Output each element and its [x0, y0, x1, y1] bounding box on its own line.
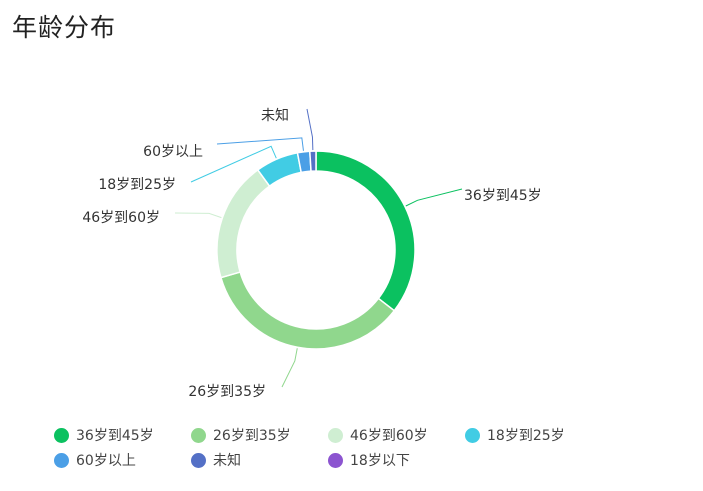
pie-slice-1[interactable]: [315, 150, 416, 312]
legend-dot-icon: [328, 452, 343, 468]
legend-label: 60岁以上: [76, 453, 136, 469]
slice-label-2: 26岁到35岁: [188, 384, 266, 400]
label-line-6: [306, 108, 314, 151]
legend-label: 未知: [213, 453, 241, 469]
label-line-3: [174, 212, 222, 219]
legend-item-6[interactable]: 未知: [191, 451, 328, 469]
label-line-5: [216, 137, 304, 151]
legend-dot-icon: [54, 452, 69, 468]
legend-label: 18岁以下: [350, 453, 410, 469]
slice-label-5: 60岁以上: [143, 144, 203, 160]
slice-label-6: 未知: [261, 107, 289, 124]
pie-slice-2[interactable]: [220, 271, 396, 350]
slice-label-3: 46岁到60岁: [82, 210, 160, 226]
legend-dot-icon: [191, 452, 206, 468]
label-line-2: [281, 348, 298, 388]
legend-item-2[interactable]: 26岁到35岁: [191, 426, 328, 444]
legend-label: 18岁到25岁: [487, 428, 565, 444]
legend-label: 36岁到45岁: [76, 428, 154, 444]
legend-label: 26岁到35岁: [213, 428, 291, 444]
legend-item-7[interactable]: 18岁以下: [328, 451, 465, 469]
slice-label-1: 36岁到45岁: [464, 188, 542, 204]
legend-item-4[interactable]: 18岁到25岁: [465, 426, 602, 444]
legend-dot-icon: [191, 427, 206, 443]
chart-title: 年龄分布: [12, 13, 117, 42]
chart-legend: 36岁到45岁 26岁到35岁 46岁到60岁 18岁到25岁 60岁以上 未知 18岁以下: [54, 426, 694, 469]
legend-item-5[interactable]: 60岁以上: [54, 451, 191, 469]
label-line-4: [190, 145, 277, 183]
legend-dot-icon: [54, 427, 69, 443]
legend-dot-icon: [328, 427, 343, 443]
label-line-1: [405, 188, 463, 207]
pie-slice-3[interactable]: [216, 168, 271, 279]
legend-item-1[interactable]: 36岁到45岁: [54, 426, 191, 444]
slice-label-4: 18岁到25岁: [98, 177, 176, 193]
legend-item-3[interactable]: 46岁到60岁: [328, 426, 465, 444]
legend-dot-icon: [465, 427, 480, 443]
legend-label: 46岁到60岁: [350, 428, 428, 444]
pie-slice-6[interactable]: [308, 150, 317, 172]
